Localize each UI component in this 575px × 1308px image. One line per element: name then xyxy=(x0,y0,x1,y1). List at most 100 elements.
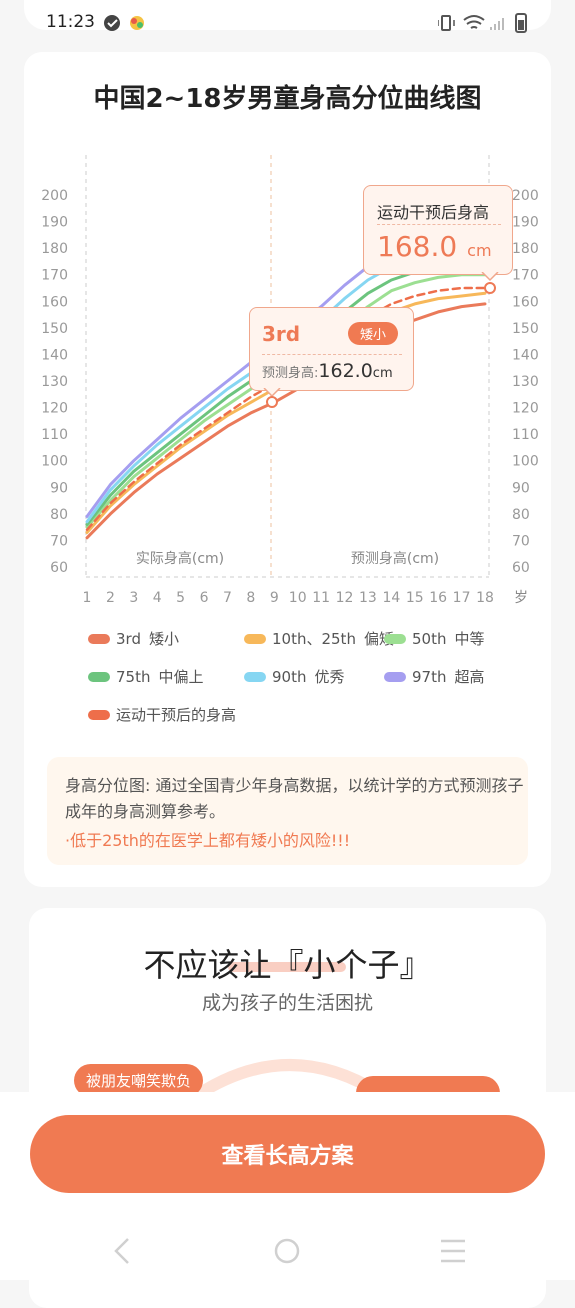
y-tick-right: 190 xyxy=(512,215,539,231)
section-label-actual: 实际身高(cm) xyxy=(136,550,224,567)
tooltip-intervene-pointer xyxy=(481,272,499,294)
y-tick-right: 90 xyxy=(512,480,530,496)
check-icon xyxy=(104,15,120,31)
home-icon[interactable] xyxy=(274,1238,300,1264)
legend-rank: 10th、25th xyxy=(272,630,356,648)
tag-bullied: 被朋友嘲笑欺负 xyxy=(74,1064,204,1097)
y-tick-right: 200 xyxy=(512,188,539,204)
x-tick: 7 xyxy=(223,590,232,606)
legend-item: 运动干预后的身高 xyxy=(88,704,244,725)
tooltip-predict-label: 预测身高: xyxy=(262,366,319,381)
tooltip-rank: 3rd xyxy=(262,322,301,346)
legend-desc: 矮小 xyxy=(148,630,179,648)
legend-item: 10th、25th 偏矮 xyxy=(244,628,394,649)
legend-desc: 中偏上 xyxy=(158,668,204,686)
tooltip-current: 3rd 矮小 预测身高:162.0cm xyxy=(249,307,414,391)
y-tick-right: 140 xyxy=(512,347,539,363)
y-tick-left: 140 xyxy=(41,347,68,363)
legend-swatch xyxy=(384,671,406,682)
y-tick-right: 110 xyxy=(512,427,539,443)
x-tick: 17 xyxy=(453,590,471,606)
x-tick: 18 xyxy=(476,590,494,606)
y-tick-left: 200 xyxy=(41,188,68,204)
x-tick: 10 xyxy=(289,590,307,606)
info-text: 身高分位图: 通过全国青少年身高数据，以统计学的方式预测孩子成年的身高测算参考。 xyxy=(65,776,524,821)
x-tick: 4 xyxy=(153,590,162,606)
legend-item: 75th 中偏上 xyxy=(88,666,204,687)
x-tick: 9 xyxy=(270,590,279,606)
x-tick: 8 xyxy=(246,590,255,606)
y-axis-left: 200 190 180 170 160 150 140 130 120 110 100 90 80 70 6… xyxy=(41,188,68,576)
y-tick-left: 120 xyxy=(41,401,68,417)
legend-desc: 超高 xyxy=(454,668,485,686)
y-tick-right: 80 xyxy=(512,507,530,523)
x-tick: 14 xyxy=(382,590,400,606)
status-system-icons xyxy=(438,13,527,33)
x-tick: 6 xyxy=(200,590,209,606)
legend-rank: 97th xyxy=(412,667,447,686)
x-axis-unit: 岁 xyxy=(514,590,528,606)
legend-desc: 优秀 xyxy=(314,668,345,686)
y-tick-left: 150 xyxy=(41,321,68,337)
x-tick: 2 xyxy=(106,590,115,606)
x-tick: 3 xyxy=(129,590,138,606)
legend-item: 97th 超高 xyxy=(384,666,485,687)
legend-rank: 90th xyxy=(272,667,307,686)
legend-rank: 3rd xyxy=(116,629,141,648)
x-tick: 16 xyxy=(429,590,447,606)
battery-icon xyxy=(515,13,527,33)
info-box: 身高分位图: 通过全国青少年身高数据，以统计学的方式预测孩子成年的身高测算参考。… xyxy=(47,757,528,865)
y-tick-left: 130 xyxy=(41,374,68,390)
legend-item: 50th 中等 xyxy=(384,628,485,649)
chart-title: 中国2~18岁男童身高分位曲线图 xyxy=(93,84,482,114)
vibrate-icon xyxy=(441,15,451,31)
series-line-0 xyxy=(85,302,487,540)
x-axis: 1 2 3 4 5 6 7 8 9 10 11 12 13 14 15 16 17 18 xyxy=(83,590,494,606)
legend-rank: 50th xyxy=(412,629,447,648)
y-tick-right: 170 xyxy=(512,268,539,284)
system-nav-bar xyxy=(114,1238,465,1264)
y-tick-right: 130 xyxy=(512,374,539,390)
legend-item: 90th 优秀 xyxy=(244,666,345,687)
legend-swatch xyxy=(244,633,266,644)
legend-swatch xyxy=(88,633,110,644)
tooltip-current-pointer xyxy=(263,388,281,408)
y-tick-left: 190 xyxy=(41,215,68,231)
y-tick-right: 180 xyxy=(512,241,539,257)
back-icon[interactable] xyxy=(114,1238,129,1264)
view-plan-button[interactable]: 查看长高方案 xyxy=(30,1115,545,1193)
y-tick-right: 160 xyxy=(512,294,539,310)
y-tick-left: 70 xyxy=(50,533,68,549)
tooltip-intervene-label: 运动干预后身高 xyxy=(377,203,490,222)
status-bar: 11:23 xyxy=(0,0,575,48)
y-tick-right: 70 xyxy=(512,533,530,549)
menu-icon[interactable] xyxy=(441,1239,465,1263)
y-tick-left: 80 xyxy=(50,507,68,523)
info-warning: ·低于25th的在医学上都有矮小的风险!!! xyxy=(65,831,351,850)
y-tick-left: 180 xyxy=(41,241,68,257)
x-tick: 11 xyxy=(312,590,330,606)
legend-swatch xyxy=(384,633,406,644)
tooltip-intervene-value: 168.0 xyxy=(377,230,458,263)
section2-title: 不应该让『小个子』 xyxy=(143,946,432,984)
y-tick-right: 150 xyxy=(512,321,539,337)
legend-swatch xyxy=(244,671,266,682)
tooltip-intervene-unit: cm xyxy=(467,241,492,260)
tooltip-intervene: 运动干预后身高 168.0 cm xyxy=(363,185,513,275)
status-time: 11:23 xyxy=(46,12,95,32)
legend-rank: 75th xyxy=(116,667,151,686)
x-tick: 12 xyxy=(336,590,354,606)
y-axis-right: 200 190 180 170 160 150 140 130 120 110 100 90 80 70 6… xyxy=(512,188,539,576)
y-tick-left: 160 xyxy=(41,294,68,310)
section2-subtitle: 成为孩子的生活困扰 xyxy=(201,992,373,1014)
y-tick-left: 110 xyxy=(41,427,68,443)
x-tick: 15 xyxy=(406,590,424,606)
x-tick: 5 xyxy=(176,590,185,606)
legend-rank: 运动干预后的身高 xyxy=(116,706,237,724)
y-tick-left: 60 xyxy=(50,560,68,576)
y-tick-left: 100 xyxy=(41,454,68,470)
status-app-icons xyxy=(104,15,144,31)
legend-swatch xyxy=(88,709,110,720)
x-tick: 1 xyxy=(83,590,92,606)
legend-swatch xyxy=(88,671,110,682)
